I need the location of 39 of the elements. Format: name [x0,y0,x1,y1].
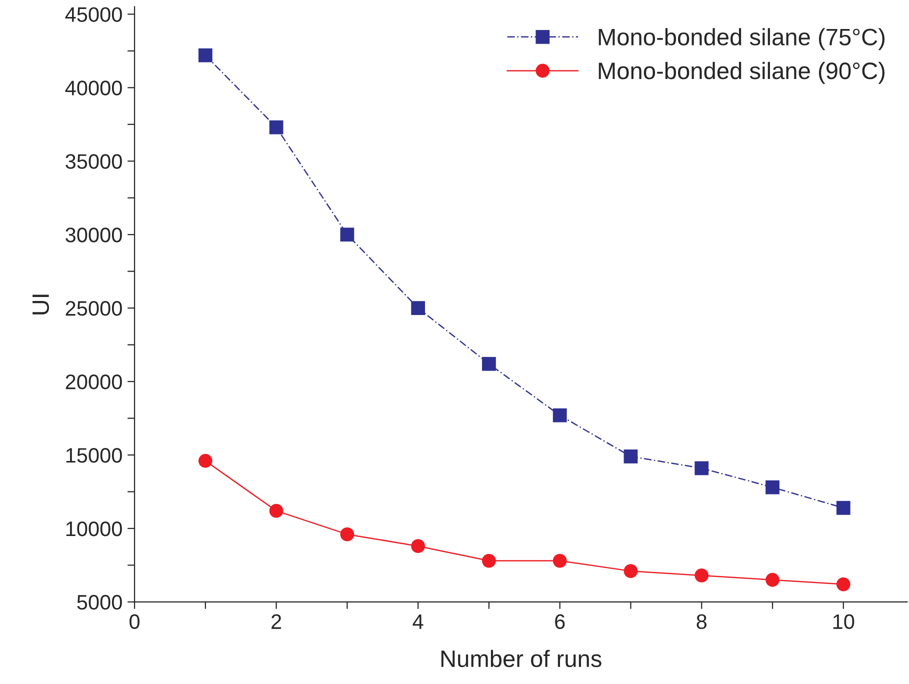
y-tick-label: 30000 [66,228,122,242]
point [766,480,780,494]
legend-label: Mono-bonded silane (75°C) [598,28,884,50]
x-axis-title: Number of runs [441,650,602,668]
x-tick-label: 6 [555,614,565,630]
x-tick-label: 2 [272,614,282,629]
y-axis-title: UI [32,294,50,314]
point [340,527,354,542]
point [552,408,567,422]
point [269,504,284,518]
legend-label: Mono-bonded silane (90°C) [598,62,884,84]
y-tick-label: 15000 [66,448,122,463]
point [411,301,426,315]
point [482,554,496,568]
point [411,539,426,554]
point [340,228,354,242]
point [269,120,284,134]
point [836,577,850,592]
point [552,554,567,568]
y-tick-label: 10000 [66,521,122,536]
point [694,568,709,582]
y-tick-label: 25000 [66,301,122,316]
point [482,356,496,371]
y-tick-label: 35000 [66,154,122,169]
x-tick-label: 8 [696,614,706,630]
point [198,454,212,468]
point [624,450,638,464]
point [694,461,709,476]
y-tick-label: 20000 [66,374,122,390]
point [836,500,850,515]
x-tick-label: 10 [833,614,854,630]
point [198,48,212,62]
y-tick-label: 5000 [77,594,122,610]
x-tick-label: 0 [130,614,140,630]
y-tick-label: 40000 [65,80,122,96]
y-tick-label: 45000 [65,7,122,22]
point [766,572,780,587]
x-tick-label: 4 [412,614,424,629]
point [624,564,638,578]
